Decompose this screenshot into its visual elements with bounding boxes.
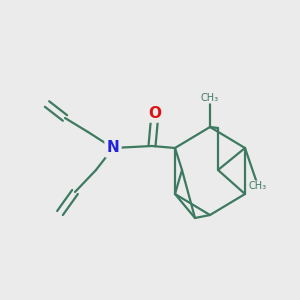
- Text: O: O: [148, 106, 161, 121]
- Text: CH₃: CH₃: [201, 93, 219, 103]
- Text: CH₃: CH₃: [249, 181, 267, 191]
- Text: N: N: [106, 140, 119, 155]
